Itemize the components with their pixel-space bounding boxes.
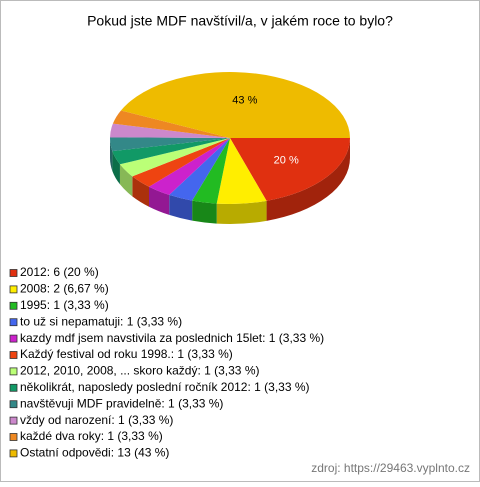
legend-swatch [9,383,18,392]
slice [169,138,230,201]
legend-swatch [9,285,18,294]
slice [149,138,230,195]
legend-swatch [9,301,18,310]
legend-label: Každý festival od roku 1998.: 1 (3,33 %) [20,347,233,361]
slice [132,138,230,187]
legend-label: kazdy mdf jsem navstivila za poslednich … [20,331,324,345]
slice-side [149,186,170,215]
legend-label: každé dva roky: 1 (3,33 %) [20,429,163,443]
slice-side [112,151,120,185]
slice-side [216,200,267,224]
chart-title: Pokud jste MDF navštívil/a, v jakém roce… [87,13,393,29]
slice-side [266,138,350,221]
legend-label: to už si nepamatuji: 1 (3,33 %) [20,314,182,328]
slice-side [192,200,217,224]
legend-swatch [9,269,18,277]
slice [110,123,230,138]
legend-swatch [9,351,18,359]
legend-swatch [9,334,18,343]
slice [112,110,230,138]
legend-swatch [9,433,18,441]
slice-side [132,176,150,207]
legend-label: Ostatní odpovědi: 13 (43 %) [20,446,169,460]
slice [110,137,230,152]
slice [216,138,267,204]
source: zdroj: https://29463.vyplnto.cz [311,461,470,475]
legend-swatch [9,416,18,425]
legend-label: vždy od narození: 1 (3,33 %) [20,413,173,427]
legend-swatch [9,367,18,376]
legend-swatch [9,449,18,458]
slice-side [119,164,133,197]
legend-label: 2012, 2010, 2008, ... skoro každý: 1 (3,… [20,364,259,378]
slice [119,138,230,177]
legend-swatch [9,400,18,409]
legend-label: navštěvuji MDF pravidelně: 1 (3,33 %) [20,396,223,410]
slice [192,138,230,204]
data-label: 43 % [232,95,257,107]
legend-swatch [9,318,18,327]
legend-label: 1995: 1 (3,33 %) [20,298,109,312]
slice-side [169,194,193,221]
legend-label: 2012: 6 (20 %) [20,265,99,279]
data-label: 20 % [274,154,299,166]
legend-label: 2008: 2 (6,67 %) [20,282,109,296]
slice-side [110,138,113,172]
slice [112,138,230,165]
slice [120,72,350,138]
slice [230,138,350,201]
legend-label: několikrát, naposledy poslední ročník 20… [20,380,310,394]
